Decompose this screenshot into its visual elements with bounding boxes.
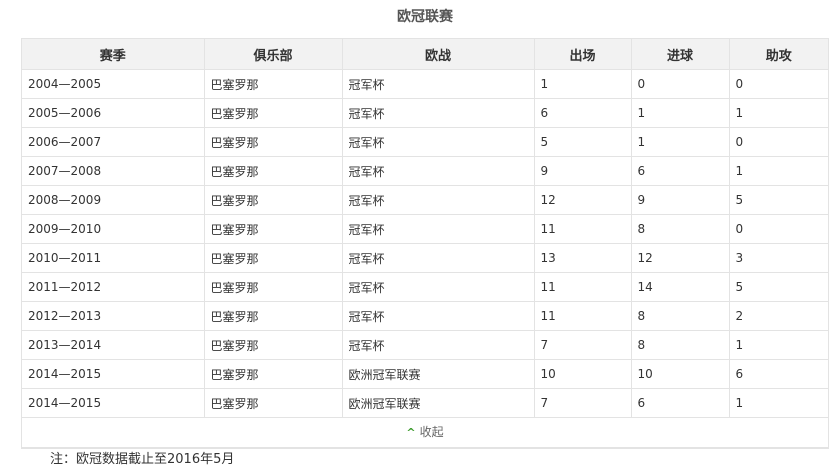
stats-table-container: 赛季 俱乐部 欧战 出场 进球 助攻 2004—2005 巴塞罗那 冠军杯 1 0 0 2005—20… [21, 38, 829, 449]
cell-season: 2008—2009 [22, 185, 205, 215]
cell-assists: 5 [729, 185, 828, 215]
cell-club: 巴塞罗那 [204, 69, 343, 99]
cell-competition: 欧洲冠军联赛 [342, 359, 535, 389]
cell-goals: 8 [631, 301, 730, 331]
cell-club: 巴塞罗那 [204, 127, 343, 157]
cell-assists: 5 [729, 272, 828, 302]
cell-season: 2006—2007 [22, 127, 205, 157]
cell-appearances: 9 [534, 156, 632, 186]
table-row: 2014—2015 巴塞罗那 欧洲冠军联赛 7 6 1 [22, 388, 828, 418]
cell-season: 2014—2015 [22, 388, 205, 418]
header-assists: 助攻 [729, 39, 828, 70]
cell-club: 巴塞罗那 [204, 156, 343, 186]
cell-appearances: 7 [534, 388, 632, 418]
cell-season: 2013—2014 [22, 330, 205, 360]
cell-assists: 0 [729, 127, 828, 157]
header-competition: 欧战 [342, 39, 535, 70]
cell-goals: 8 [631, 214, 730, 244]
cell-club: 巴塞罗那 [204, 185, 343, 215]
cell-competition: 冠军杯 [342, 156, 535, 186]
cell-goals: 14 [631, 272, 730, 302]
chevron-up-icon: ^ [406, 426, 416, 439]
cell-season: 2012—2013 [22, 301, 205, 331]
footnote: 注：欧冠数据截止至2016年5月 [50, 452, 235, 467]
cell-appearances: 11 [534, 301, 632, 331]
cell-club: 巴塞罗那 [204, 330, 343, 360]
cell-appearances: 6 [534, 98, 632, 128]
table-row: 2010—2011 巴塞罗那 冠军杯 13 12 3 [22, 243, 828, 273]
cell-appearances: 11 [534, 214, 632, 244]
cell-goals: 8 [631, 330, 730, 360]
cell-assists: 1 [729, 330, 828, 360]
cell-assists: 3 [729, 243, 828, 273]
cell-appearances: 12 [534, 185, 632, 215]
cell-assists: 1 [729, 98, 828, 128]
cell-goals: 9 [631, 185, 730, 215]
cell-club: 巴塞罗那 [204, 214, 343, 244]
cell-appearances: 10 [534, 359, 632, 389]
cell-competition: 冠军杯 [342, 127, 535, 157]
cell-club: 巴塞罗那 [204, 388, 343, 418]
cell-appearances: 1 [534, 69, 632, 99]
cell-goals: 0 [631, 69, 730, 99]
table-row: 2009—2010 巴塞罗那 冠军杯 11 8 0 [22, 214, 828, 244]
table-row: 2005—2006 巴塞罗那 冠军杯 6 1 1 [22, 98, 828, 128]
cell-season: 2014—2015 [22, 359, 205, 389]
collapse-button[interactable]: ^ 收起 [22, 417, 828, 448]
cell-competition: 冠军杯 [342, 69, 535, 99]
cell-assists: 6 [729, 359, 828, 389]
cell-appearances: 5 [534, 127, 632, 157]
cell-goals: 10 [631, 359, 730, 389]
cell-assists: 1 [729, 388, 828, 418]
cell-competition: 冠军杯 [342, 214, 535, 244]
cell-club: 巴塞罗那 [204, 272, 343, 302]
cell-competition: 欧洲冠军联赛 [342, 388, 535, 418]
header-appearances: 出场 [534, 39, 632, 70]
table-row: 2011—2012 巴塞罗那 冠军杯 11 14 5 [22, 272, 828, 302]
cell-assists: 0 [729, 69, 828, 99]
cell-season: 2011—2012 [22, 272, 205, 302]
cell-season: 2004—2005 [22, 69, 205, 99]
cell-competition: 冠军杯 [342, 330, 535, 360]
cell-club: 巴塞罗那 [204, 243, 343, 273]
cell-club: 巴塞罗那 [204, 359, 343, 389]
cell-assists: 2 [729, 301, 828, 331]
table-row: 2013—2014 巴塞罗那 冠军杯 7 8 1 [22, 330, 828, 360]
cell-goals: 1 [631, 127, 730, 157]
collapse-label: 收起 [419, 425, 444, 439]
cell-appearances: 7 [534, 330, 632, 360]
cell-appearances: 11 [534, 272, 632, 302]
cell-assists: 0 [729, 214, 828, 244]
cell-competition: 冠军杯 [342, 98, 535, 128]
cell-goals: 6 [631, 388, 730, 418]
cell-club: 巴塞罗那 [204, 98, 343, 128]
header-goals: 进球 [631, 39, 730, 70]
table-row: 2006—2007 巴塞罗那 冠军杯 5 1 0 [22, 127, 828, 157]
cell-goals: 1 [631, 98, 730, 128]
table-row: 2014—2015 巴塞罗那 欧洲冠军联赛 10 10 6 [22, 359, 828, 389]
cell-season: 2005—2006 [22, 98, 205, 128]
header-row: 赛季 俱乐部 欧战 出场 进球 助攻 [22, 39, 828, 70]
table-row: 2008—2009 巴塞罗那 冠军杯 12 9 5 [22, 185, 828, 215]
cell-assists: 1 [729, 156, 828, 186]
cell-club: 巴塞罗那 [204, 301, 343, 331]
header-club: 俱乐部 [204, 39, 343, 70]
cell-competition: 冠军杯 [342, 272, 535, 302]
table-row: 2007—2008 巴塞罗那 冠军杯 9 6 1 [22, 156, 828, 186]
header-season: 赛季 [22, 39, 205, 70]
cell-season: 2010—2011 [22, 243, 205, 273]
stats-table: 赛季 俱乐部 欧战 出场 进球 助攻 2004—2005 巴塞罗那 冠军杯 1 0 0 2005—20… [22, 39, 828, 448]
table-row: 2012—2013 巴塞罗那 冠军杯 11 8 2 [22, 301, 828, 331]
cell-goals: 12 [631, 243, 730, 273]
table-row: 2004—2005 巴塞罗那 冠军杯 1 0 0 [22, 69, 828, 99]
cell-competition: 冠军杯 [342, 301, 535, 331]
cell-competition: 冠军杯 [342, 185, 535, 215]
table-title: 欧冠联赛 [397, 9, 453, 25]
cell-competition: 冠军杯 [342, 243, 535, 273]
cell-season: 2009—2010 [22, 214, 205, 244]
cell-goals: 6 [631, 156, 730, 186]
cell-season: 2007—2008 [22, 156, 205, 186]
cell-appearances: 13 [534, 243, 632, 273]
